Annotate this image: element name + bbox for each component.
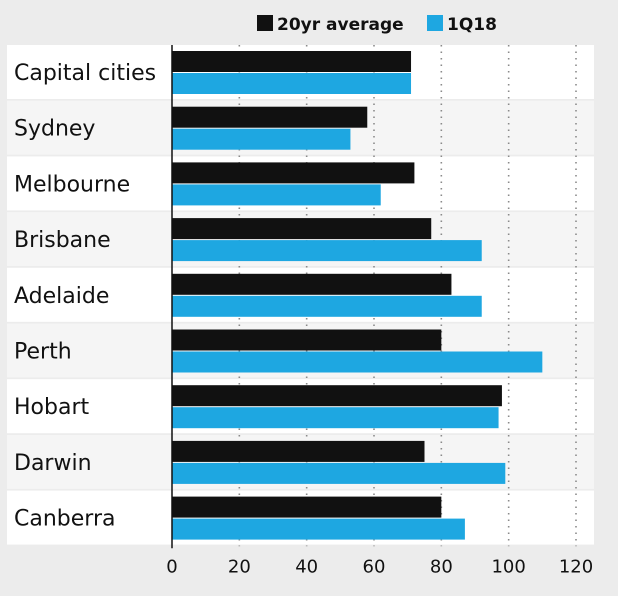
bar-q118 [172, 73, 412, 94]
x-axis: 0 20 40 60 80 100 120 [166, 45, 593, 577]
bar-avg [172, 440, 425, 462]
bar-avg [172, 273, 452, 295]
category-label: Canberra [14, 507, 115, 532]
category-label: Hobart [14, 395, 89, 420]
bar-q118 [172, 240, 482, 262]
bar-q118 [172, 184, 381, 206]
legend-swatch-q118 [427, 15, 443, 31]
x-tick-label: 120 [559, 556, 593, 577]
category-label: Brisbane [14, 228, 111, 253]
x-tick-label: 80 [430, 556, 453, 577]
category-label: Darwin [14, 451, 92, 476]
x-tick-label: 0 [166, 556, 177, 577]
bars [172, 51, 543, 540]
bar-q118 [172, 351, 543, 373]
bar-avg [172, 329, 442, 351]
bar-avg [172, 162, 415, 184]
x-tick-label: 40 [295, 556, 318, 577]
legend-swatch-avg [257, 15, 273, 31]
x-tick-label: 60 [363, 556, 386, 577]
bar-q118 [172, 462, 506, 484]
category-labels: Capital cities Sydney Melbourne Brisbane Ade… [14, 61, 156, 532]
bar-q118 [172, 295, 482, 317]
bar-avg [172, 496, 442, 518]
legend-label: 20yr average [277, 15, 404, 35]
bar-q118 [172, 128, 351, 150]
category-label: Capital cities [14, 61, 156, 86]
bar-q118 [172, 407, 499, 429]
bar-avg [172, 51, 412, 72]
category-label: Melbourne [14, 172, 130, 197]
category-label: Sydney [14, 117, 95, 142]
legend-label: 1Q18 [447, 15, 497, 35]
bar-avg [172, 106, 368, 128]
bar-avg [172, 218, 432, 240]
category-label: Adelaide [14, 284, 109, 309]
legend: 20yr average 1Q18 [257, 15, 497, 35]
category-label: Perth [14, 340, 72, 365]
x-tick-label: 20 [228, 556, 251, 577]
bar-q118 [172, 518, 465, 540]
x-tick-label: 100 [491, 556, 525, 577]
bar-avg [172, 385, 502, 407]
